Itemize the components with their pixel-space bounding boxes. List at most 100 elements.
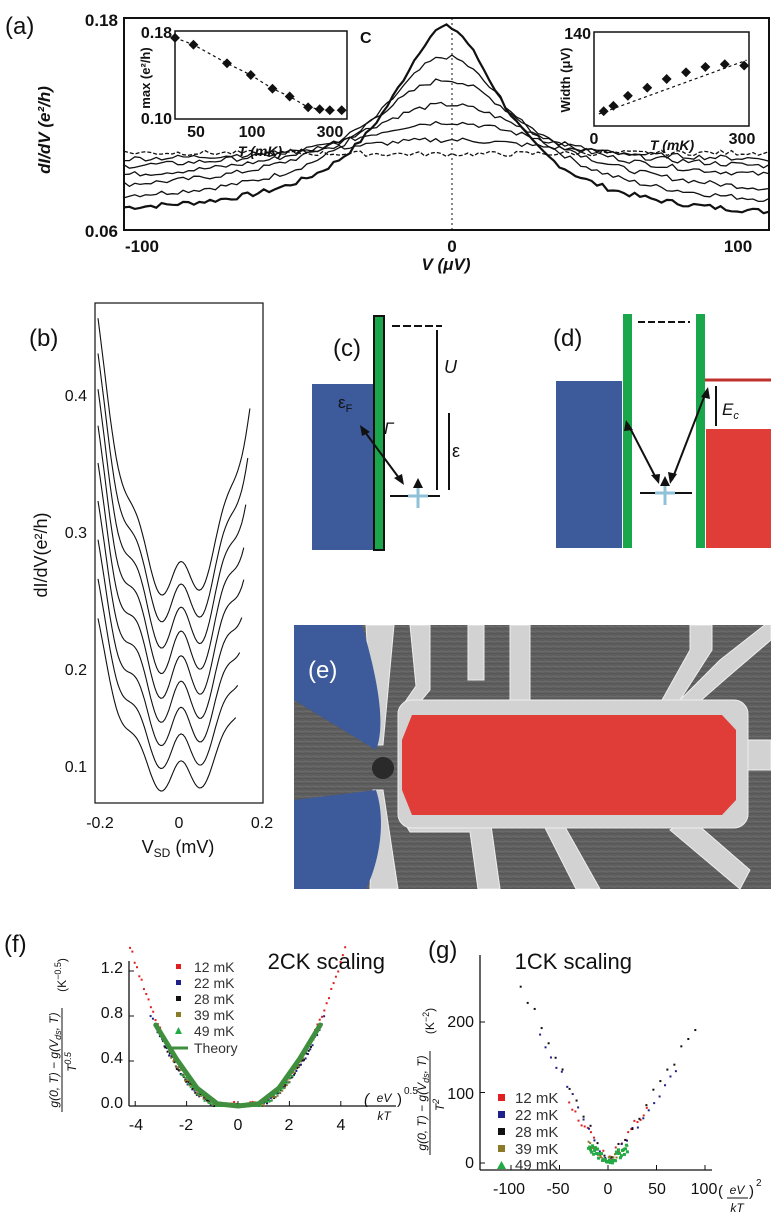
inset-right-points bbox=[598, 59, 750, 117]
panel-f-point bbox=[282, 1086, 285, 1089]
inset-right-point bbox=[598, 106, 609, 117]
panel-g-point bbox=[555, 1066, 558, 1069]
panel-f-point bbox=[330, 987, 333, 990]
arrow-head-d2 bbox=[651, 474, 660, 484]
panel-f-ytick-0.8: 0.8 bbox=[101, 1005, 123, 1022]
panel-f-point bbox=[200, 1094, 203, 1097]
panel-g-ticks bbox=[480, 1021, 706, 1170]
panel-f-point bbox=[303, 1058, 306, 1061]
panel-f-point bbox=[283, 1087, 286, 1090]
panel-f-ytick-0.4: 0.4 bbox=[101, 1050, 123, 1067]
inset-right-point bbox=[608, 100, 619, 111]
panel-g-point bbox=[568, 1087, 571, 1090]
panel-f-point bbox=[170, 1056, 173, 1059]
svg-text:28 mK: 28 mK bbox=[194, 991, 235, 1007]
panel-f-point bbox=[131, 950, 134, 953]
panel-g-point bbox=[575, 1099, 578, 1102]
legend-g-22: 22 mK bbox=[498, 1107, 558, 1124]
panel-f-point bbox=[272, 1097, 275, 1100]
panel-g-title: 1CK scaling bbox=[515, 949, 632, 974]
panel-g-point bbox=[607, 1156, 610, 1159]
panel-g-point bbox=[533, 1007, 536, 1010]
panel-g-point bbox=[582, 1118, 585, 1121]
panel-f-xlabel-paren-l: ( bbox=[364, 1091, 371, 1108]
panel-g-point bbox=[594, 1146, 598, 1150]
panel-f-ylabel-num: g(0, T) − g(Vds, T) bbox=[47, 1012, 63, 1107]
panel-f-point bbox=[207, 1101, 210, 1104]
panel-f-point bbox=[212, 1105, 215, 1107]
panel-f-point bbox=[321, 1015, 324, 1018]
panel-g-point bbox=[600, 1156, 603, 1159]
Ec-label: Ec bbox=[722, 400, 739, 422]
legend-f-theory: Theory bbox=[172, 1040, 238, 1056]
panel-f-point bbox=[262, 1104, 265, 1107]
panel-f-point bbox=[323, 1015, 326, 1018]
panel-g-point bbox=[625, 1150, 629, 1154]
panel-g-ytick-200: 200 bbox=[447, 1014, 474, 1031]
panel-f-point bbox=[233, 1100, 236, 1103]
inset-left-fit bbox=[174, 37, 342, 111]
panel-g-point bbox=[610, 1156, 613, 1159]
panel-g-point bbox=[604, 1156, 607, 1159]
panel-f-xlabel-paren-r: ) bbox=[397, 1091, 402, 1108]
panel-g-ytick-100: 100 bbox=[447, 1086, 474, 1103]
panel-a-xtick-100: 100 bbox=[724, 237, 752, 256]
panel-f-point bbox=[184, 1079, 187, 1082]
panel-g-point bbox=[519, 985, 522, 988]
panel-g-point bbox=[589, 1142, 592, 1145]
panel-f-ylabel-den: T0.5 bbox=[63, 1051, 79, 1072]
svg-text:39 mK: 39 mK bbox=[194, 1007, 235, 1023]
panel-f-point bbox=[266, 1100, 269, 1103]
panel-g-point bbox=[592, 1147, 595, 1150]
panel-g-point bbox=[624, 1138, 627, 1141]
panel-c-label: (c) bbox=[333, 335, 361, 362]
panel-g-point bbox=[526, 1001, 529, 1004]
panel-f-point bbox=[190, 1084, 193, 1087]
panel-g-point bbox=[593, 1136, 596, 1139]
panel-b-frame bbox=[94, 302, 264, 804]
panel-g-point bbox=[619, 1154, 623, 1158]
panel-d-diagram: (d) Ec bbox=[553, 314, 771, 548]
panel-f-point bbox=[205, 1099, 208, 1102]
panel-f-point bbox=[325, 1002, 328, 1005]
legend-f-39: 39 mK bbox=[176, 1007, 235, 1023]
panel-b-xtick-0: 0 bbox=[175, 815, 184, 832]
panel-f-point bbox=[196, 1093, 199, 1096]
panel-a-inset-right: 140 0 300 T (mK) Width (μV) bbox=[558, 26, 755, 153]
panel-g-point bbox=[600, 1152, 604, 1156]
panel-g-point bbox=[590, 1150, 594, 1154]
panel-f-point bbox=[309, 1048, 312, 1051]
panel-g-point bbox=[571, 1108, 574, 1111]
panel-b-curve-2 bbox=[97, 539, 241, 747]
panel-f-point bbox=[192, 1087, 195, 1090]
panel-f-xtick-0: 0 bbox=[234, 1117, 243, 1134]
legend-f-49: 49 mK bbox=[175, 1023, 235, 1039]
panel-g-xtick-50: 50 bbox=[648, 1181, 666, 1198]
panel-g-point bbox=[636, 1126, 639, 1129]
panel-c-diagram: (c) U ε εF Γ bbox=[312, 315, 460, 551]
panel-g-point bbox=[630, 1128, 633, 1131]
inset-right-xlabel: T (mK) bbox=[650, 137, 695, 153]
panel-g-point bbox=[593, 1148, 597, 1152]
panel-f-point bbox=[289, 1077, 292, 1080]
panel-f-point bbox=[196, 1092, 199, 1095]
lead-left-d bbox=[556, 381, 622, 548]
U-label: U bbox=[444, 357, 458, 377]
panel-g-xtick-neg100: -100 bbox=[493, 1181, 525, 1198]
panel-f-point bbox=[129, 946, 132, 949]
panel-g-xtick-0: 0 bbox=[604, 1181, 613, 1198]
arrow-head-d4 bbox=[668, 472, 677, 484]
island-d bbox=[706, 429, 771, 548]
panel-f-point bbox=[152, 1010, 155, 1013]
panel-f-point bbox=[334, 975, 337, 978]
panel-g-label: (g) bbox=[428, 937, 457, 964]
panel-f-ylabel: g(0, T) − g(Vds, T) T0.5 (K−0.5) bbox=[47, 958, 79, 1112]
panel-f-point bbox=[332, 982, 335, 985]
panel-f-point bbox=[286, 1081, 289, 1084]
panel-f-point bbox=[147, 998, 150, 1001]
panel-f-point bbox=[208, 1101, 211, 1104]
inset-left-tag: C bbox=[360, 30, 372, 47]
panel-f-point bbox=[296, 1067, 299, 1070]
inset-left-xtick-100: 100 bbox=[239, 124, 266, 141]
panel-g-point bbox=[652, 1088, 655, 1091]
